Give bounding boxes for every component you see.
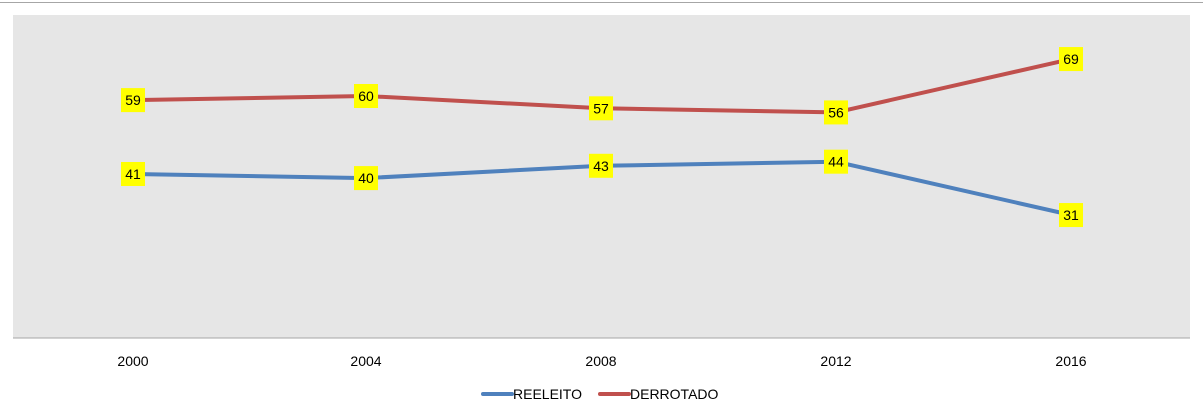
data-label-bg xyxy=(121,161,145,186)
top-divider xyxy=(0,2,1203,3)
data-label-text: 31 xyxy=(1063,207,1079,223)
data-label-derrotado-2012: 56 xyxy=(824,100,848,125)
x-tick-2000: 2000 xyxy=(117,353,148,369)
data-label-derrotado-2016: 69 xyxy=(1059,47,1083,72)
data-label-bg xyxy=(354,84,378,108)
data-label-text: 60 xyxy=(358,88,374,104)
data-label-text: 57 xyxy=(593,100,609,116)
data-label-reeleito-2004: 40 xyxy=(354,166,378,191)
data-label-bg xyxy=(589,153,613,178)
data-label-derrotado-2008: 57 xyxy=(589,96,613,121)
data-label-text: 43 xyxy=(593,158,609,174)
data-label-bg xyxy=(824,149,848,174)
data-label-text: 56 xyxy=(828,104,844,120)
data-label-layer: 41 40 43 44 31 59 60 57 56 69 xyxy=(121,47,1083,228)
data-label-text: 44 xyxy=(828,154,844,170)
data-label-bg xyxy=(121,88,145,113)
data-label-derrotado-2004: 60 xyxy=(354,84,378,108)
data-label-reeleito-2000: 41 xyxy=(121,161,145,186)
data-label-derrotado-2000: 59 xyxy=(121,88,145,113)
data-label-bg xyxy=(589,96,613,121)
legend-item-derrotado: DERROTADO xyxy=(598,386,719,402)
data-label-reeleito-2008: 43 xyxy=(589,153,613,178)
legend-item-reeleito: REELEITO xyxy=(481,386,582,402)
legend-label: REELEITO xyxy=(513,386,582,402)
data-label-bg xyxy=(824,100,848,125)
data-label-bg xyxy=(1059,203,1083,228)
x-tick-2016: 2016 xyxy=(1055,353,1086,369)
data-label-bg xyxy=(1059,47,1083,72)
data-label-text: 41 xyxy=(125,166,141,182)
legend-label: DERROTADO xyxy=(630,386,719,402)
x-tick-2012: 2012 xyxy=(820,353,851,369)
data-label-text: 40 xyxy=(358,170,374,186)
x-tick-2004: 2004 xyxy=(350,353,381,369)
data-label-text: 59 xyxy=(125,92,141,108)
x-tick-labels: 2000 2004 2008 2012 2016 xyxy=(117,353,1086,369)
data-label-text: 69 xyxy=(1063,51,1079,67)
data-label-reeleito-2016: 31 xyxy=(1059,203,1083,228)
legend: REELEITO DERROTADO xyxy=(481,386,719,402)
data-label-reeleito-2012: 44 xyxy=(824,149,848,174)
data-label-bg xyxy=(354,166,378,191)
x-tick-2008: 2008 xyxy=(585,353,616,369)
